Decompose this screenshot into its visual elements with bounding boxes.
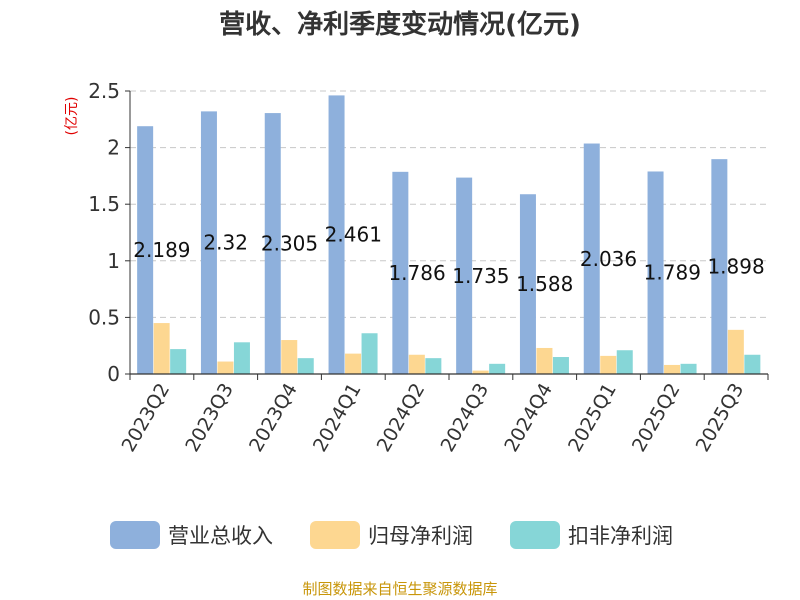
x-tick-label: 2025Q2 — [628, 380, 685, 456]
chart-title: 营收、净利季度变动情况(亿元) — [219, 9, 581, 40]
x-tick-label: 2024Q2 — [373, 380, 430, 456]
bar — [408, 354, 425, 374]
bar — [200, 111, 217, 374]
bar — [361, 333, 378, 374]
data-label: 2.461 — [325, 223, 382, 247]
y-axis-unit: (亿元) — [64, 97, 80, 136]
bar — [744, 354, 761, 374]
x-tick-labels: 2023Q2 2023Q3 2023Q4 2024Q1 2024Q2 2024Q3 2024… — [117, 380, 748, 456]
x-tick-label: 2023Q2 — [117, 380, 174, 456]
bar — [328, 95, 345, 375]
legend-swatch — [310, 521, 360, 549]
data-label: 1.786 — [388, 261, 445, 285]
data-label: 1.588 — [516, 272, 573, 296]
legend-label: 营业总收入 — [168, 524, 273, 548]
y-tick-label: 0 — [107, 362, 120, 386]
bar — [727, 329, 744, 374]
legend-swatch — [110, 521, 160, 549]
x-tick-label: 2024Q4 — [500, 380, 557, 456]
bar — [647, 171, 664, 374]
bar — [519, 194, 536, 374]
data-label: 1.735 — [452, 264, 509, 288]
x-tick-label: 2023Q3 — [181, 380, 238, 456]
bar — [264, 113, 281, 374]
y-tick-label: 2 — [107, 136, 120, 160]
bar — [600, 355, 617, 374]
data-label: 2.305 — [261, 232, 318, 256]
bar — [552, 357, 569, 374]
bars — [137, 95, 761, 375]
bar — [233, 342, 250, 374]
data-label: 2.189 — [133, 238, 190, 262]
bar — [217, 361, 234, 374]
bar — [137, 126, 154, 374]
legend-label: 归母净利润 — [368, 524, 473, 548]
x-tick-label: 2024Q1 — [309, 380, 366, 456]
bar — [456, 177, 473, 374]
bar — [153, 323, 170, 374]
bar — [616, 350, 633, 374]
bar — [711, 159, 728, 374]
y-tick-label: 1 — [107, 249, 120, 273]
legend: 营业总收入 归母净利润 扣非净利润 — [110, 521, 673, 549]
x-tick-label: 2025Q1 — [564, 380, 621, 456]
bar — [680, 363, 697, 374]
bar — [345, 353, 362, 374]
data-label: 1.898 — [707, 255, 764, 279]
bar — [170, 349, 187, 374]
bar — [664, 364, 681, 374]
data-label: 2.036 — [580, 247, 637, 271]
x-tick-label: 2023Q4 — [245, 380, 302, 456]
bar — [472, 370, 489, 374]
y-tick-label: 0.5 — [88, 305, 120, 329]
legend-label: 扣非净利润 — [568, 524, 673, 548]
x-tick-label: 2024Q3 — [436, 380, 493, 456]
source-note: 制图数据来自恒生聚源数据库 — [302, 580, 497, 598]
bar — [281, 340, 298, 374]
bar — [489, 363, 506, 374]
y-tick-label: 1.5 — [88, 192, 120, 216]
bar — [536, 347, 553, 374]
axes — [125, 90, 769, 380]
bar — [297, 358, 314, 374]
legend-swatch — [510, 521, 560, 549]
data-label: 2.32 — [203, 231, 248, 255]
bar — [392, 171, 409, 374]
x-tick-label: 2025Q3 — [692, 380, 749, 456]
bar — [425, 358, 442, 374]
y-tick-labels: 0 0.5 1 1.5 2 2.5 — [88, 79, 120, 386]
bar — [583, 143, 600, 374]
y-tick-label: 2.5 — [88, 79, 120, 103]
data-label: 1.789 — [644, 261, 701, 285]
